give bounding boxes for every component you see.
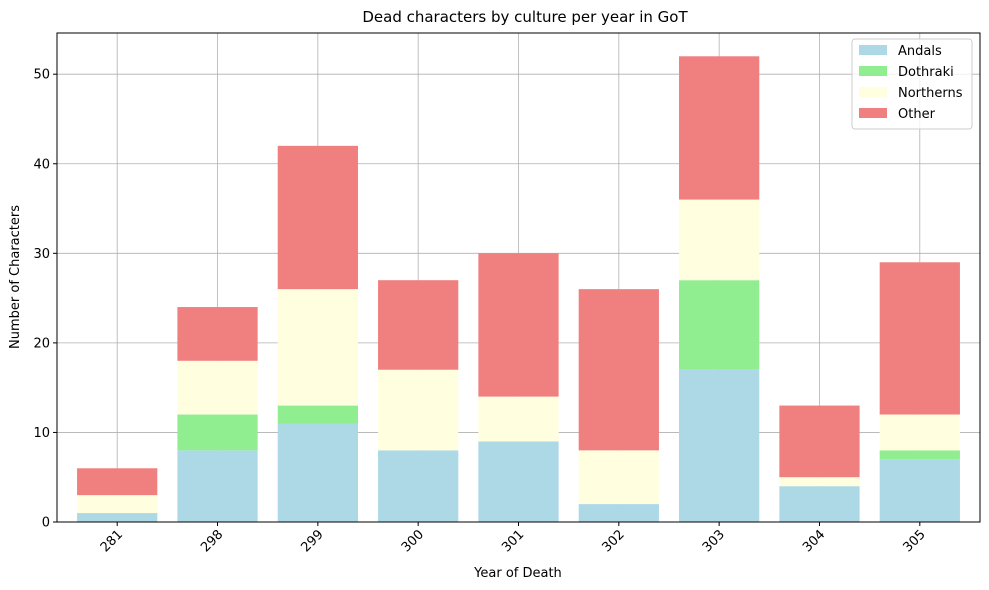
bars xyxy=(77,56,960,522)
bar-dothraki-298 xyxy=(177,414,258,451)
bar-northerns-302 xyxy=(578,450,659,505)
bar-other-304 xyxy=(779,405,860,478)
legend: Andals Dothraki Northerns Other xyxy=(851,38,973,130)
legend-swatch-other xyxy=(859,108,887,118)
bar-andals-299 xyxy=(277,423,358,522)
legend-label-northerns: Northerns xyxy=(898,86,963,101)
bar-northerns-281 xyxy=(77,495,158,514)
bar-dothraki-299 xyxy=(277,405,358,424)
y-tick-label: 10 xyxy=(33,426,50,441)
bar-andals-301 xyxy=(478,441,559,522)
bar-andals-298 xyxy=(177,450,258,522)
bar-dothraki-305 xyxy=(879,450,960,460)
bar-northerns-303 xyxy=(679,199,760,281)
bar-other-298 xyxy=(177,307,258,361)
y-tick-label: 20 xyxy=(33,336,50,351)
bar-other-300 xyxy=(378,280,459,370)
bar-other-302 xyxy=(578,289,659,451)
bar-northerns-304 xyxy=(779,477,860,487)
bar-andals-304 xyxy=(779,486,860,522)
bar-northerns-301 xyxy=(478,396,559,442)
y-tick-label: 40 xyxy=(33,157,50,172)
legend-box xyxy=(851,38,973,130)
bar-andals-281 xyxy=(77,513,158,522)
bar-other-299 xyxy=(277,145,358,290)
legend-label-other: Other xyxy=(898,107,936,122)
bar-dothraki-303 xyxy=(679,280,760,370)
bar-northerns-298 xyxy=(177,360,258,415)
chart-title: Dead characters by culture per year in G… xyxy=(362,8,688,26)
x-axis-label: Year of Death xyxy=(473,566,562,581)
y-tick-label: 30 xyxy=(33,247,50,262)
bar-other-301 xyxy=(478,253,559,397)
bar-andals-303 xyxy=(679,369,760,522)
legend-label-dothraki: Dothraki xyxy=(898,65,954,80)
bar-northerns-305 xyxy=(879,414,960,451)
y-ticks: 0 10 20 30 40 50 xyxy=(33,68,57,531)
bar-andals-300 xyxy=(378,450,459,522)
legend-swatch-northerns xyxy=(859,87,887,97)
legend-label-andals: Andals xyxy=(898,44,942,59)
bar-andals-305 xyxy=(879,459,960,522)
bar-northerns-300 xyxy=(378,369,459,451)
bar-andals-302 xyxy=(578,504,659,522)
bar-other-303 xyxy=(679,56,760,200)
bar-northerns-299 xyxy=(277,289,358,406)
bar-other-305 xyxy=(879,262,960,415)
legend-swatch-andals xyxy=(859,45,887,55)
y-axis-label: Number of Characters xyxy=(8,205,23,349)
y-tick-label: 0 xyxy=(42,516,50,531)
bar-other-281 xyxy=(77,468,158,496)
legend-swatch-dothraki xyxy=(859,66,887,76)
y-tick-label: 50 xyxy=(33,68,50,83)
